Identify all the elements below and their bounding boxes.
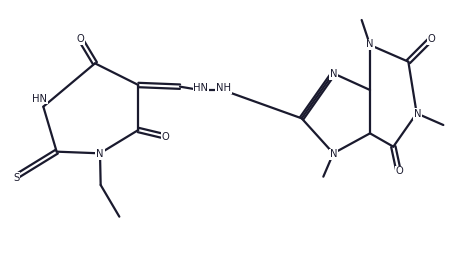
- Text: N: N: [330, 69, 337, 79]
- Text: N: N: [96, 149, 104, 159]
- Text: S: S: [13, 173, 19, 183]
- Text: O: O: [162, 132, 169, 142]
- Text: N: N: [414, 109, 421, 119]
- Text: O: O: [428, 34, 436, 44]
- Text: N: N: [366, 39, 374, 49]
- Text: N: N: [330, 149, 337, 159]
- Text: HN: HN: [32, 94, 47, 104]
- Text: O: O: [76, 34, 84, 44]
- Text: HN: HN: [193, 83, 208, 93]
- Text: O: O: [395, 166, 403, 176]
- Text: NH: NH: [216, 83, 231, 93]
